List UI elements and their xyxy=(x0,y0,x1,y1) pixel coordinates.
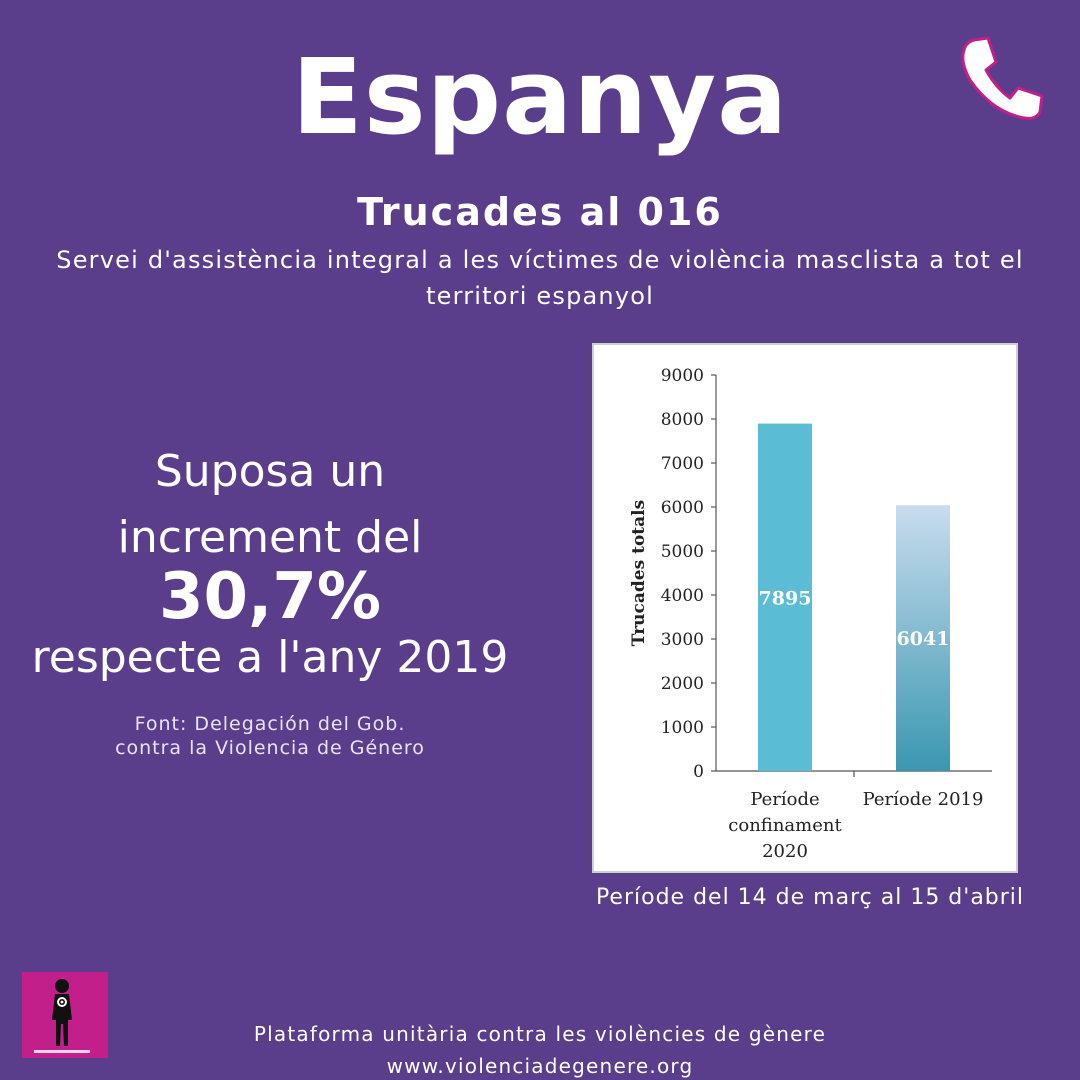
source-note: Font: Delegación del Gob. contra la Viol… xyxy=(60,712,480,760)
x-tick-label: Període 2019 xyxy=(863,789,984,810)
y-tick-label: 7000 xyxy=(661,454,704,474)
bar xyxy=(758,423,812,771)
x-tick-label: confinament xyxy=(728,815,842,836)
y-tick-label: 2000 xyxy=(661,674,704,694)
y-tick-label: 8000 xyxy=(661,410,704,430)
stat-line-4: respecte a l'any 2019 xyxy=(31,632,509,683)
page-title: Espanya xyxy=(291,36,789,158)
y-axis-title: Trucades totals xyxy=(629,500,649,646)
footer-organization: Plataforma unitària contra les violèncie… xyxy=(253,1022,827,1046)
stat-line-2: increment del xyxy=(117,512,423,563)
y-tick-label: 5000 xyxy=(661,542,704,562)
stat-line-1: Suposa un xyxy=(154,446,386,497)
x-tick-label: 2020 xyxy=(762,841,808,862)
bar xyxy=(896,505,950,771)
chart-panel: 0 1000 2000 3000 4000 5000 6000 7000 8000 9000 Tru… xyxy=(592,343,1018,873)
y-tick-label: 0 xyxy=(693,762,704,782)
phone-icon xyxy=(952,30,1048,126)
source-line-1: Font: Delegación del Gob. xyxy=(134,713,406,735)
stat-percentage: 30,7% xyxy=(158,560,382,634)
service-description: Servei d'assistència integral a les víct… xyxy=(56,246,1024,310)
y-tick-label: 9000 xyxy=(661,366,704,386)
page-subtitle: Trucades al 016 xyxy=(357,190,723,234)
prou-agressions-logo xyxy=(22,972,108,1058)
period-caption: Període del 14 de març al 15 d'abril xyxy=(595,885,1025,910)
footer-website[interactable]: www.violenciadegenere.org xyxy=(386,1054,694,1078)
y-tick-label: 3000 xyxy=(661,630,704,650)
source-line-2: contra la Violencia de Género xyxy=(115,737,425,759)
bar-chart: 0 1000 2000 3000 4000 5000 6000 7000 8000 9000 Tru… xyxy=(629,366,992,862)
y-tick-label: 1000 xyxy=(661,718,704,738)
x-tick-label: Període xyxy=(750,789,819,810)
y-tick-label: 4000 xyxy=(661,586,704,606)
bar-value-label: 7895 xyxy=(759,587,812,609)
bar-value-label: 6041 xyxy=(897,628,950,650)
y-tick-label: 6000 xyxy=(661,498,704,518)
